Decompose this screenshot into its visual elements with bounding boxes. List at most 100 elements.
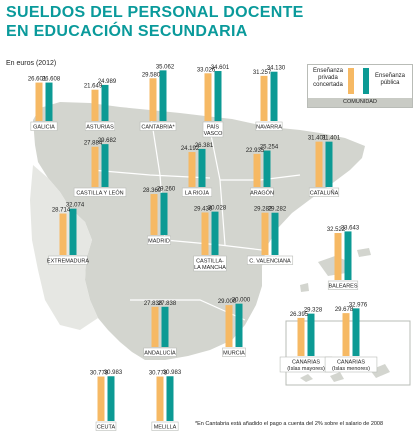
- region-19-label-box: [151, 421, 179, 431]
- region-13-private-bar: [334, 233, 342, 280]
- region-1-private-bar: [91, 89, 99, 121]
- region-13-public-value: 33.643: [341, 225, 360, 231]
- region-19-label: MELILLA: [154, 425, 177, 431]
- region-9-public-value: 29.260: [157, 187, 176, 193]
- region-6-label: LA RIOJA: [185, 191, 209, 197]
- region-14-label: ANDALUCÍA: [144, 350, 176, 357]
- region-6-label-box: [181, 187, 213, 197]
- region-15-label: MURCIA: [223, 351, 245, 357]
- region-13-label: BALEARES: [328, 284, 357, 290]
- region-5-label-box: [73, 187, 127, 197]
- region-2-public-bar: [159, 70, 167, 121]
- region-2-label-box: [139, 121, 177, 131]
- region-15-private-bar: [225, 305, 233, 347]
- region-10-label: EXTREMADURA: [47, 259, 90, 265]
- region-18-private-bar: [97, 376, 105, 421]
- region-4-private-bar: [260, 75, 268, 121]
- region-4-label-box: [255, 121, 283, 131]
- region-18-private-value: 30.778: [90, 371, 109, 377]
- region-1-label: ASTURIAS: [86, 125, 114, 131]
- region-19-public-value: 30.983: [163, 370, 182, 376]
- region-10-private-bar: [59, 213, 67, 255]
- region-14-private-value: 27.838: [144, 301, 163, 307]
- region-9-label-box: [147, 235, 171, 245]
- region-5-public-value: 29.682: [98, 138, 117, 144]
- region-11-public-value: 30.028: [208, 206, 227, 212]
- region-15-public-bar: [235, 303, 243, 347]
- region-12-label-box: [246, 255, 294, 265]
- region-17-public-bar: [352, 308, 360, 356]
- region-6-public-value: 26.381: [195, 143, 214, 149]
- region-14-public-bar: [161, 306, 169, 347]
- region-13-private-value: 32.522: [327, 227, 346, 233]
- region-0-label: GALICIA: [33, 125, 55, 131]
- region-15-label-box: [222, 347, 246, 357]
- region-5-public-bar: [101, 144, 109, 187]
- region-10-public-value: 32.074: [66, 203, 85, 209]
- region-13-public-bar: [344, 231, 352, 280]
- region-2-label: CANTABRIA*: [141, 125, 175, 131]
- region-16-private-bar: [297, 317, 305, 356]
- region-11-label: LA MANCHA: [194, 265, 226, 271]
- region-19-public-bar: [166, 376, 174, 421]
- legend-swatch-private: [348, 68, 354, 94]
- region-4-private-value: 31.257: [253, 70, 272, 76]
- title-line-2: EN EDUCACIÓN SECUNDARIA: [6, 23, 248, 40]
- region-9-private-bar: [150, 194, 158, 235]
- region-12-public-bar: [271, 212, 279, 255]
- legend-swatch-public: [363, 68, 369, 94]
- region-11-public-bar: [211, 211, 219, 255]
- region-15-public-value: 30.000: [232, 298, 251, 304]
- region-18-label-box: [95, 421, 117, 431]
- region-3-private-bar: [204, 73, 212, 121]
- ibiza-shape: [300, 283, 309, 292]
- menorca-shape: [357, 248, 371, 257]
- region-8-public-value: 31.401: [322, 136, 341, 142]
- region-18-public-bar: [107, 376, 115, 421]
- region-10-label-box: [48, 255, 88, 265]
- region-8-private-value: 31.401: [308, 136, 327, 142]
- region-2-private-value: 29.580: [142, 72, 161, 78]
- canary-islands-inset: [285, 320, 411, 386]
- region-3-label: VASCO: [204, 131, 224, 137]
- region-1-public-value: 24.989: [98, 79, 117, 85]
- title-line-1: SUELDOS DEL PERSONAL DOCENTE: [6, 4, 304, 21]
- region-17-private-bar: [342, 313, 350, 356]
- region-16-private-value: 26.395: [290, 312, 309, 318]
- legend-public-label: Enseñanza pública: [374, 73, 406, 86]
- region-18-public-value: 30.983: [104, 370, 123, 376]
- region-9-private-value: 28.369: [143, 188, 162, 194]
- region-17-label: (Islas menores): [332, 366, 370, 372]
- region-2-public-value: 35.062: [156, 64, 175, 70]
- region-16-public-bar: [307, 313, 315, 356]
- mallorca-shape: [318, 256, 350, 276]
- region-3-public-bar: [214, 71, 222, 121]
- region-4-public-value: 34.130: [267, 66, 286, 72]
- legend: Enseñanza privada concertada Enseñanza p…: [307, 64, 413, 108]
- region-7-public-value: 25.254: [260, 145, 279, 151]
- region-19-private-value: 30.778: [149, 371, 168, 377]
- region-0-private-value: 26.601: [28, 77, 47, 83]
- region-3-label-box: [202, 121, 224, 138]
- region-5-private-value: 27.884: [84, 141, 103, 147]
- canary-island-1: [300, 374, 313, 382]
- region-1-label-box: [84, 121, 116, 131]
- region-17-public-value: 32.976: [349, 302, 368, 308]
- canary-island-3: [370, 364, 390, 378]
- region-8-label: CATALUÑA: [310, 190, 339, 197]
